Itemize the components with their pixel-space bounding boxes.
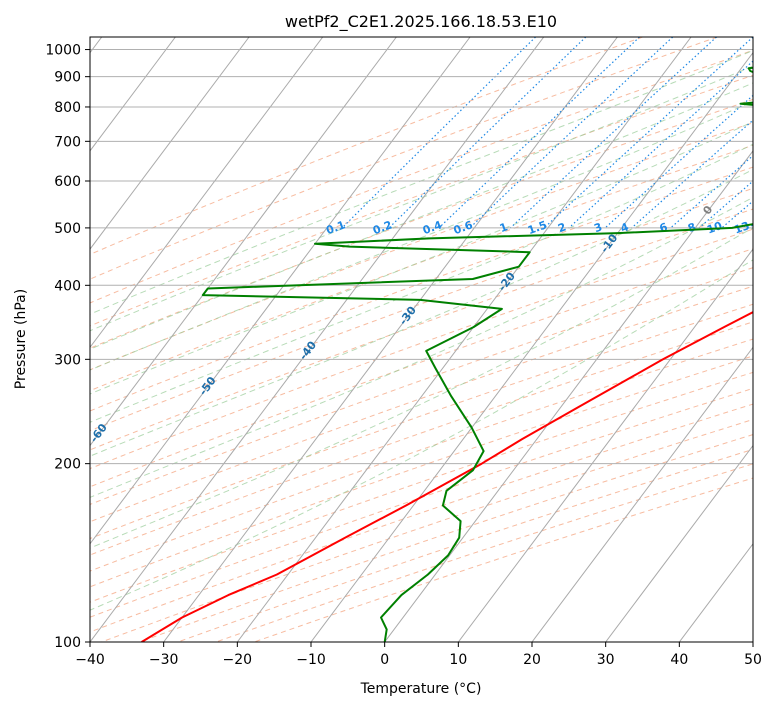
- y-tick-label: 400: [54, 278, 81, 294]
- mixing-ratio-label: 6: [658, 220, 670, 235]
- dry-adiabat: [90, 187, 753, 432]
- x-tick-label: −20: [223, 652, 253, 668]
- dry-adiabat: [90, 321, 753, 556]
- mixing-ratio-label: 0.1: [324, 218, 347, 237]
- y-tick-label: 1000: [45, 43, 81, 59]
- x-tick-label: 20: [523, 652, 541, 668]
- y-tick-label: 800: [54, 100, 81, 116]
- dry-adiabat: [90, 49, 753, 304]
- x-tick-label: −10: [296, 652, 326, 668]
- y-tick-label: 300: [54, 352, 81, 368]
- isotherm-line: [163, 37, 618, 642]
- dry-adiabat: [90, 37, 643, 255]
- isotherm-line: [90, 37, 250, 250]
- mixing-ratio-label: 0.6: [452, 218, 475, 237]
- isotherm-line: [384, 150, 753, 642]
- y-tick-label: 200: [54, 457, 81, 473]
- isotherm-line: [90, 37, 176, 152]
- moist-adiabat: [90, 196, 753, 498]
- dry-adiabat: [90, 371, 753, 603]
- chart-title: wetPf2_C2E1.2025.166.18.53.E10: [285, 12, 557, 32]
- x-tick-label: 40: [670, 652, 688, 668]
- dry-adiabat: [90, 338, 753, 572]
- moist-adiabat: [90, 168, 753, 457]
- isotherm-line: [90, 37, 324, 349]
- x-tick-label: 10: [449, 652, 467, 668]
- x-tick-label: −40: [75, 652, 105, 668]
- mixing-ratio-label: 4: [619, 220, 631, 235]
- isotherm-line: [605, 444, 753, 642]
- moist-adiabat: [90, 65, 753, 332]
- isotherm-line: [90, 37, 471, 545]
- mixing-ratio-label: 0.2: [371, 218, 394, 237]
- y-axis-title: Pressure (hPa): [13, 289, 29, 389]
- mixing-ratio-label: 1.5: [526, 218, 549, 237]
- dry-adiabat: [90, 387, 753, 618]
- profile-series: [141, 66, 753, 642]
- isotherm-line: [457, 248, 753, 642]
- plot-frame: [89, 36, 754, 643]
- moist-adiabat: [90, 82, 753, 350]
- dry-adiabat: [90, 37, 718, 280]
- moist-adiabat: [90, 143, 753, 423]
- x-tick-label: 50: [744, 652, 762, 668]
- x-tick-label: 0: [380, 652, 389, 668]
- y-tick-label: 600: [54, 174, 81, 190]
- x-axis-title: Temperature (°C): [360, 681, 482, 697]
- y-tick-label: 500: [54, 221, 81, 237]
- isotherm-line: [531, 346, 753, 642]
- isotherm-line: [310, 51, 753, 642]
- y-tick-label: 100: [54, 635, 81, 651]
- mixing-ratio-label: 13: [732, 219, 751, 236]
- mixing-ratio-label: 2: [556, 220, 568, 235]
- dry-adiabat: [90, 122, 753, 371]
- y-tick-label: 700: [54, 134, 81, 150]
- isotherm-line: [236, 37, 692, 642]
- temperature-line: [141, 311, 753, 642]
- pressure-gridlines: [90, 49, 753, 642]
- mixing-ratio-label: 8: [686, 220, 698, 235]
- isotherm-line: [90, 37, 545, 642]
- dry-adiabat: [90, 248, 753, 488]
- moist-adiabat: [90, 49, 753, 315]
- dewpoint-line: [201, 66, 753, 642]
- moist-adiabat: [90, 227, 753, 549]
- dry-adiabat: [90, 144, 753, 392]
- mixing-ratio-label: 0.4: [421, 218, 444, 237]
- dry-adiabat: [90, 285, 753, 523]
- isotherm-line: [90, 37, 397, 447]
- x-tick-label: −30: [149, 652, 179, 668]
- mixing-ratio-label: 3: [592, 220, 604, 235]
- mixing-ratio-label: 1: [498, 220, 510, 235]
- x-axis: −40 −30 −20 −10 0 10 20 30 40 50: [75, 642, 762, 668]
- y-axis: 100 200 300 400 500 600 700 800 900 1000: [45, 43, 90, 651]
- y-tick-label: 900: [54, 70, 81, 86]
- x-tick-label: 30: [597, 652, 615, 668]
